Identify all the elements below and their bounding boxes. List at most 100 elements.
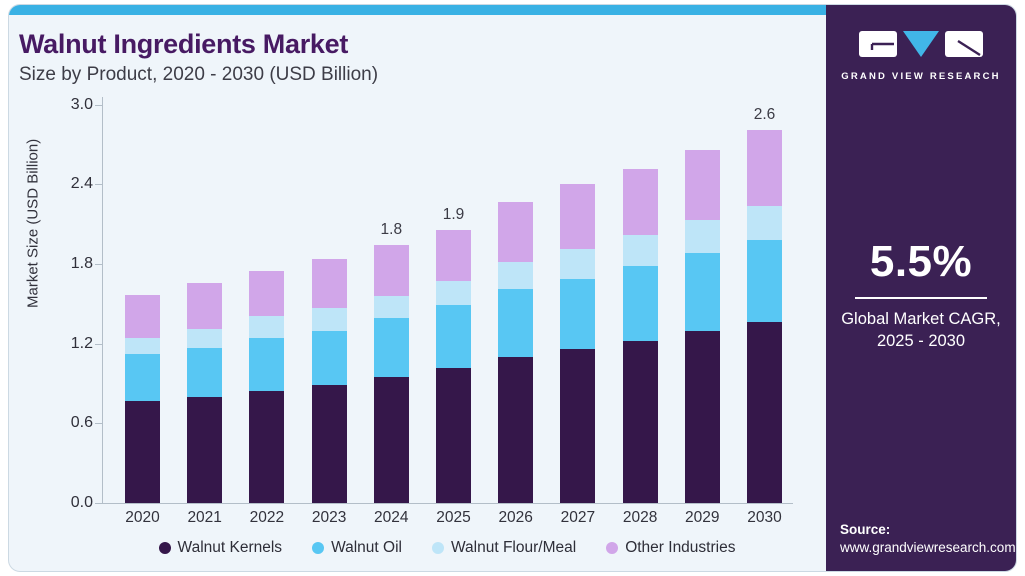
bar-segment bbox=[125, 338, 160, 354]
x-tick-label: 2026 bbox=[498, 509, 533, 526]
source-url[interactable]: www.grandviewresearch.com bbox=[840, 540, 1016, 555]
bar-segment bbox=[125, 401, 160, 503]
y-tick-mark bbox=[95, 423, 103, 425]
bar-segment bbox=[249, 271, 285, 316]
bar-segment bbox=[436, 305, 471, 368]
source-label: Source: bbox=[840, 522, 891, 537]
plot-area: Market Size (USD Billion) 0.0 0.6 1.2 1.8 2.… bbox=[25, 96, 793, 526]
legend-label: Walnut Oil bbox=[331, 539, 402, 556]
header: Walnut Ingredients Market Size by Produc… bbox=[19, 29, 619, 86]
cagr-caption-line2: 2025 - 2030 bbox=[876, 331, 966, 350]
y-tick-label: 0.6 bbox=[70, 414, 93, 432]
bar-segment bbox=[747, 130, 782, 206]
legend-item: Walnut Oil bbox=[312, 539, 402, 557]
bar-segment bbox=[684, 331, 720, 503]
stacked-bar-2030 bbox=[747, 130, 782, 503]
cagr-value: 5.5% bbox=[869, 237, 973, 286]
stacked-bar-2028 bbox=[622, 169, 658, 503]
stacked-bar-2020 bbox=[125, 295, 160, 503]
bar-segment bbox=[622, 235, 658, 266]
stacked-bar-2021 bbox=[187, 283, 223, 503]
bar-total-label: 1.8 bbox=[380, 221, 403, 238]
stacked-bar-2024 bbox=[373, 245, 409, 503]
x-tick-label: 2029 bbox=[685, 509, 720, 526]
stacked-bar-2022 bbox=[249, 271, 285, 503]
legend-label: Walnut Kernels bbox=[177, 539, 283, 556]
bar-segment bbox=[125, 295, 160, 338]
bar-total-label: 1.9 bbox=[442, 206, 465, 223]
source-block: Source: www.grandviewresearch.com bbox=[840, 522, 1016, 555]
bar-segment bbox=[498, 202, 534, 262]
bar-segment bbox=[560, 349, 596, 503]
brand-logo-text: GRAND VIEW RESEARCH bbox=[841, 71, 1001, 82]
legend-label: Other Industries bbox=[625, 539, 736, 556]
brand-logo: GRAND VIEW RESEARCH bbox=[826, 29, 1016, 82]
x-tick-label: 2024 bbox=[374, 509, 409, 526]
cagr-block: 5.5% Global Market CAGR, 2025 - 2030 bbox=[826, 237, 1016, 353]
y-tick-mark bbox=[95, 104, 103, 106]
stacked-bar-2027 bbox=[560, 184, 596, 503]
bar-segment bbox=[622, 341, 658, 503]
y-tick-mark bbox=[95, 343, 103, 345]
bar-segment bbox=[684, 220, 720, 253]
bar-segment bbox=[311, 308, 347, 331]
bar-segment bbox=[187, 397, 223, 503]
bar-segment bbox=[747, 322, 782, 503]
bar-segment bbox=[560, 184, 596, 249]
stacked-bar-2029 bbox=[684, 150, 720, 503]
x-tick-label: 2030 bbox=[747, 509, 782, 526]
x-tick-label: 2021 bbox=[187, 509, 222, 526]
legend-label: Walnut Flour/Meal bbox=[450, 539, 577, 556]
accent-top-bar bbox=[9, 5, 828, 15]
x-tick-label: 2027 bbox=[560, 509, 596, 526]
bar-segment bbox=[187, 329, 223, 348]
bar-segment bbox=[622, 169, 658, 235]
y-tick-label: 1.2 bbox=[70, 334, 93, 352]
bar-segment bbox=[436, 368, 471, 503]
chart-legend: Walnut Kernels Walnut Oil Walnut Flour/Mea… bbox=[102, 539, 792, 557]
bar-segment bbox=[436, 281, 471, 305]
stacked-bar-2025 bbox=[436, 230, 471, 503]
y-tick-label: 1.8 bbox=[70, 254, 93, 272]
x-tick-label: 2020 bbox=[125, 509, 160, 526]
bar-segment bbox=[747, 206, 782, 240]
legend-dot-icon bbox=[431, 542, 444, 554]
y-axis-title: Market Size (USD Billion) bbox=[24, 138, 42, 308]
bar-segment bbox=[187, 283, 223, 329]
x-tick-label: 2022 bbox=[249, 509, 285, 526]
bar-segment bbox=[125, 354, 160, 401]
bar-segment bbox=[684, 150, 720, 220]
x-tick-label: 2025 bbox=[436, 509, 471, 526]
bar-segment bbox=[684, 253, 720, 331]
bar-segment bbox=[560, 279, 596, 349]
bar-segment bbox=[498, 289, 534, 357]
bar-segment bbox=[249, 316, 285, 338]
legend-dot-icon bbox=[312, 542, 325, 554]
y-tick-label: 2.4 bbox=[70, 175, 93, 193]
bar-segment bbox=[498, 357, 534, 503]
bar-total-label: 2.6 bbox=[753, 106, 776, 123]
cagr-caption-line1: Global Market CAGR, bbox=[841, 310, 1001, 328]
bar-segment bbox=[560, 249, 596, 279]
legend-item: Walnut Flour/Meal bbox=[431, 539, 577, 557]
bar-segment bbox=[311, 385, 347, 503]
bar-segment bbox=[311, 259, 347, 308]
x-tick-label: 2028 bbox=[622, 509, 658, 526]
bar-segment bbox=[187, 348, 223, 397]
y-tick-mark bbox=[95, 184, 103, 186]
bar-segment bbox=[373, 296, 409, 318]
legend-dot-icon bbox=[158, 542, 171, 554]
stacked-bar-2026 bbox=[498, 202, 534, 503]
bar-segment bbox=[498, 262, 534, 289]
y-tick-mark bbox=[95, 263, 103, 265]
bar-segment bbox=[747, 240, 782, 322]
legend-item: Walnut Kernels bbox=[158, 539, 283, 557]
cagr-divider bbox=[855, 297, 987, 299]
brand-sidebar: GRAND VIEW RESEARCH 5.5% Global Market C… bbox=[826, 5, 1016, 571]
page-subtitle: Size by Product, 2020 - 2030 (USD Billio… bbox=[19, 64, 379, 85]
stacked-bar-2023 bbox=[311, 259, 347, 503]
bar-segment bbox=[373, 377, 409, 503]
legend-item: Other Industries bbox=[606, 539, 735, 557]
bar-segment bbox=[622, 266, 658, 341]
